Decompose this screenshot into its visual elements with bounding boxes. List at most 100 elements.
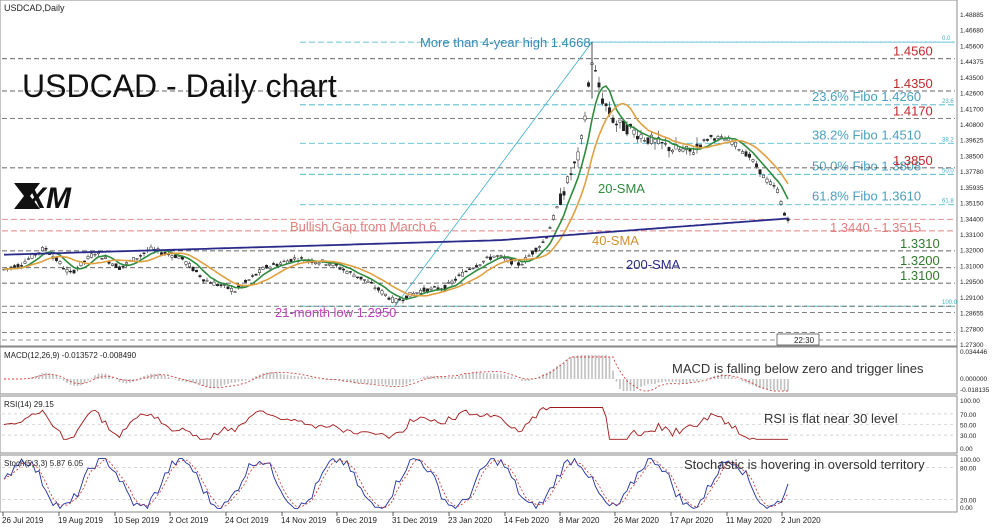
candle-up [765,178,769,183]
candle-down [755,163,758,168]
candle-up [776,188,779,193]
candle-up [258,269,261,273]
x-tick-label: 26 Mar 2020 [614,516,659,525]
candle-down [114,263,118,268]
candle-up [583,115,587,121]
rsi-annotation: RSI is flat near 30 level [764,411,898,426]
x-tick-label: 24 Oct 2019 [225,516,269,525]
candle-up [720,136,723,138]
candle-up [461,271,464,277]
price-tick-label: 1.42600 [960,91,984,98]
x-tick-label: 26 Jul 2019 [2,516,44,525]
candle-up [268,266,272,269]
candle-down [433,286,436,288]
candle-up [751,159,755,162]
candle-up [380,290,384,295]
candle-up [618,119,622,123]
candle-down [541,241,545,243]
candle-down [443,285,447,291]
candle-up [111,263,114,266]
price-tick-label: 1.37780 [960,169,984,176]
x-tick-label: 10 Sep 2019 [114,516,160,525]
candle-down [100,258,104,260]
candle-up [279,262,282,265]
candle-up [741,151,744,154]
macd-panel-frame [0,346,958,395]
candle-up [678,149,681,152]
candle-down [559,193,562,205]
candle-down [209,282,212,284]
candle-down [597,82,601,88]
candle-down [709,134,713,137]
x-tick-label: 23 Jan 2020 [448,516,493,525]
price-tick-label: 1.34400 [960,216,984,223]
candle-up [478,264,482,266]
timer-box [776,333,820,346]
candle-up [496,255,499,257]
xm-logo-text: XM [24,182,72,215]
candle-up [681,148,685,152]
sma200-label: 200-SMA [626,257,681,272]
candle-up [373,287,377,289]
candle-down [531,250,534,255]
fibo-label: 23.6% Fibo 1.4260 [812,89,921,104]
candle-down [615,123,618,126]
candle-up [23,261,27,264]
candle-up [580,135,583,140]
candle-up [177,256,181,259]
candle-down [611,117,615,123]
candle-up [205,280,209,282]
candle-down [758,169,762,175]
candle-up [65,269,69,273]
candle-down [272,263,275,265]
macd-tick-label: 0.034446 [960,349,987,356]
candle-down [44,248,48,250]
gap-annotation: Bullish Gap from March 6 [290,219,437,234]
candle-up [282,260,286,263]
fibo-label: 61.8% Fibo 1.3610 [812,189,921,204]
candle-up [27,258,30,260]
candle-up [671,150,674,153]
high-annotation: More than 4-year high 1.4668 [420,35,591,50]
timer-label: 22:30 [794,336,815,345]
support-label: 1.3200 [900,253,940,268]
candle-down [398,298,401,301]
candle-down [601,98,604,104]
rsi-line [3,407,788,440]
candle-down [335,263,338,266]
candle-down [160,252,163,255]
candle-up [769,181,772,185]
price-tick-label: 1.44375 [960,59,984,66]
rsi-tick-label: 30.00 [960,433,977,440]
rsi-tick-label: 70.00 [960,412,977,419]
candle-up [723,139,727,142]
price-tick-label: 1.35935 [960,185,984,192]
stoch-tick-label: 80.00 [960,466,977,473]
stoch-tick-label: 100.00 [960,457,980,464]
price-tick-label: 1.48885 [960,12,984,19]
candle-down [422,287,426,292]
candle-down [587,82,590,87]
candle-up [125,262,128,265]
candle-down [604,103,608,107]
price-tick-label: 1.43500 [960,75,984,82]
candle-up [233,291,237,293]
resistance-label: 1.4170 [893,104,933,119]
candle-down [69,270,72,273]
candle-up [482,260,485,263]
candle-up [538,246,541,248]
candle-down [62,268,65,270]
candle-down [191,266,195,271]
candle-up [86,256,90,259]
candle-down [569,173,573,176]
candle-up [650,134,653,144]
candle-up [58,261,62,265]
candle-down [244,280,247,283]
candle-up [485,256,489,259]
price-tick-label: 1.39625 [960,138,984,145]
stoch-tick-label: 20.00 [960,497,977,504]
candle-down [342,268,345,271]
stoch-tick-label: 0.00 [960,505,973,512]
candle-up [135,258,139,260]
candle-down [174,254,177,258]
